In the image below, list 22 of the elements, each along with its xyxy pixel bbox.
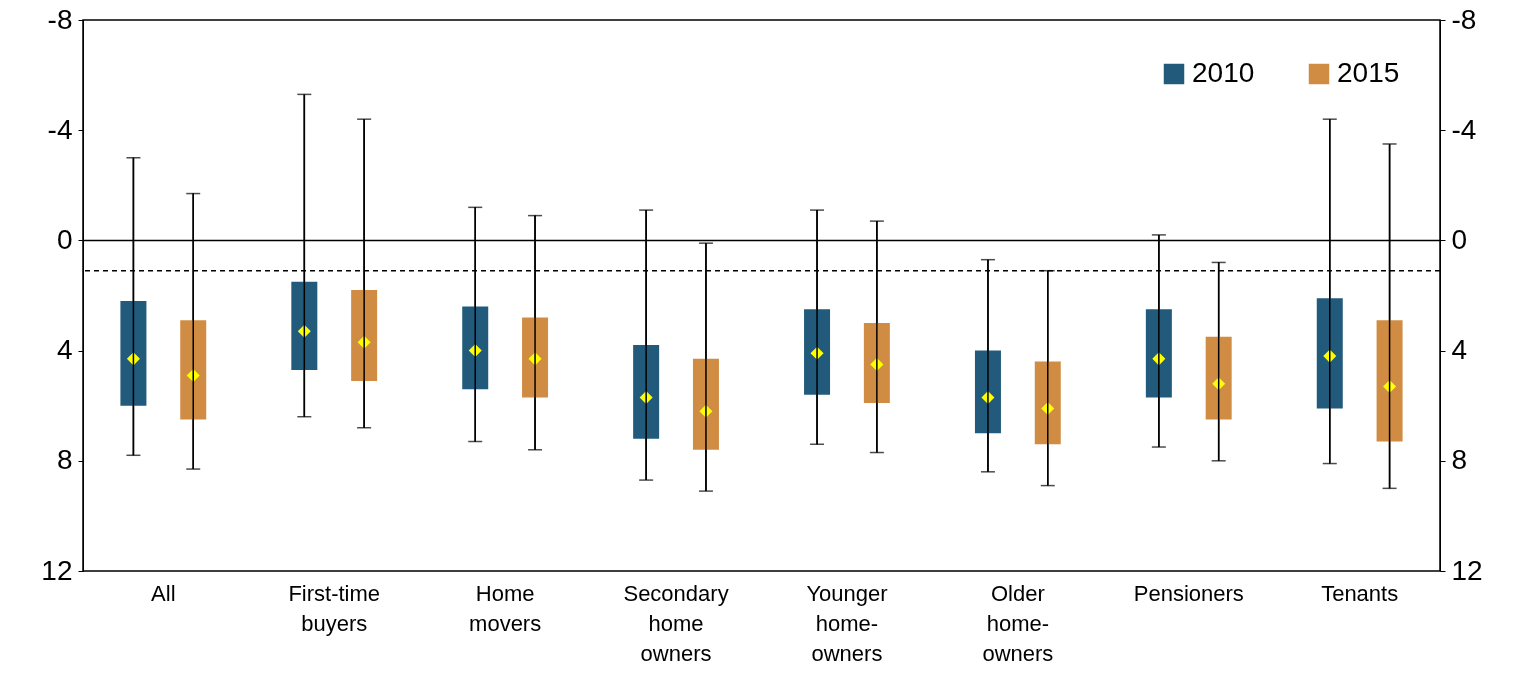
x-tick-label: Older home-owners [982, 580, 1054, 666]
y-tick-label: -8 [47, 3, 73, 35]
y-tick-label: 0 [56, 223, 73, 255]
legend-label: 2015 [1337, 57, 1400, 88]
y-tick-label: 12 [41, 554, 73, 586]
x-tick-label: Tenants [1321, 580, 1399, 606]
y2-tick-label: 12 [1451, 554, 1483, 586]
y2-tick-label: 8 [1451, 444, 1468, 476]
y-tick-label: 4 [56, 334, 73, 366]
y2-tick-label: 0 [1451, 223, 1468, 255]
y2-tick-label: 4 [1451, 334, 1468, 366]
y-tick-label: -4 [47, 113, 73, 145]
x-tick-label: Younger home-owners [806, 580, 888, 666]
legend-label: 2010 [1192, 57, 1255, 88]
y-tick-label: 8 [56, 444, 73, 476]
x-tick-label: Home movers [469, 580, 542, 636]
x-tick-label: First-time buyers [288, 580, 381, 636]
x-tick-label: Pensioners [1133, 580, 1244, 606]
x-tick-label: All [151, 580, 176, 606]
y2-tick-label: -4 [1451, 113, 1477, 145]
y2-tick-label: -8 [1451, 3, 1477, 35]
x-tick-label: Secondary home owners [623, 580, 729, 666]
